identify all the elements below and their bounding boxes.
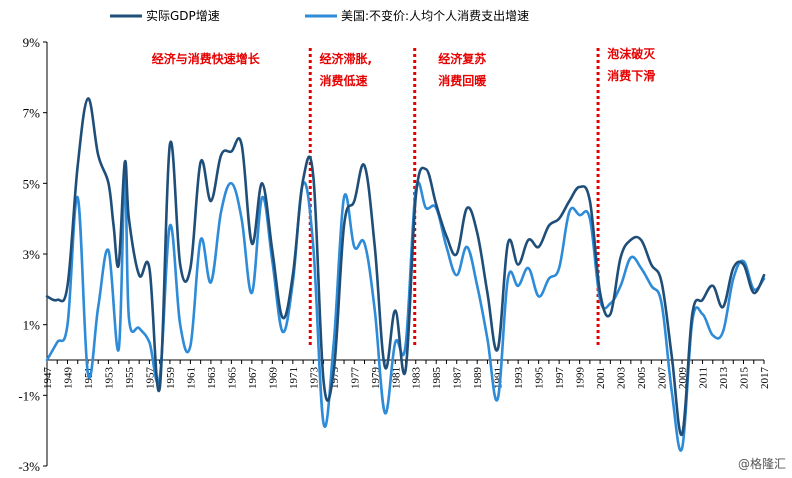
annotation-4: 泡沫破灭消费下滑 <box>607 46 656 83</box>
annotation-4-line-2: 消费下滑 <box>607 68 655 83</box>
x-tick-label-1987: 1987 <box>452 367 464 390</box>
x-tick-label-1989: 1989 <box>472 367 484 390</box>
reference-lines <box>308 48 600 347</box>
x-tick-label-1967: 1967 <box>247 367 259 390</box>
x-tick-label-1999: 1999 <box>575 367 587 390</box>
y-tick-label-7-: 7% <box>23 106 41 121</box>
x-tick-label-2005: 2005 <box>636 367 648 390</box>
x-tick-label-1983: 1983 <box>411 367 423 390</box>
annotation-2: 经济滞胀, 消费低速 <box>319 51 372 88</box>
watermark: @格隆汇 <box>738 456 786 471</box>
x-tick-label-1965: 1965 <box>226 367 238 390</box>
y-tick-label--3-: -3% <box>18 459 40 474</box>
x-tick-label-2003: 2003 <box>616 367 628 390</box>
y-tick-label-9-: 9% <box>23 35 41 50</box>
annotation-1-line-1: 经济与消费快速增长 <box>152 51 261 66</box>
x-tick-label-1971: 1971 <box>288 367 300 389</box>
legend-label-consumption: 美国:不变价:人均个人消费支出增速 <box>341 8 529 23</box>
x-tick-label-1947: 1947 <box>42 367 54 390</box>
x-tick-label-1961: 1961 <box>185 367 197 389</box>
x-tick-label-1969: 1969 <box>267 367 279 390</box>
annotation-1: 经济与消费快速增长 <box>152 51 261 66</box>
y-tick-label-1-: 1% <box>23 318 41 333</box>
x-tick-label-2013: 2013 <box>718 367 730 390</box>
x-tick-label-1949: 1949 <box>62 367 74 390</box>
x-tick-label-1959: 1959 <box>165 367 177 390</box>
x-tick-label-2017: 2017 <box>759 367 771 390</box>
x-tick-label-1981: 1981 <box>390 367 402 389</box>
x-tick-label-2001: 2001 <box>595 367 607 389</box>
annotation-3-line-2: 消费回暖 <box>438 73 487 88</box>
x-tick-label-1977: 1977 <box>349 367 361 390</box>
x-tick-label-1955: 1955 <box>124 367 136 390</box>
y-axis: 9% 7% 5% 3% 1% -1% -3% <box>18 35 48 474</box>
x-tick-label-2015: 2015 <box>739 367 751 390</box>
x-tick-label-1995: 1995 <box>534 367 546 390</box>
annotation-2-line-2: 消费低速 <box>319 73 367 88</box>
series-lines <box>45 97 766 452</box>
legend: 实际GDP增速 美国:不变价:人均个人消费支出增速 <box>110 8 529 23</box>
annotations: 经济与消费快速增长 经济滞胀, 消费低速 经济复苏消费回暖 泡沫破灭消费下滑 <box>152 46 657 88</box>
annotation-4-line-1: 泡沫破灭 <box>607 46 656 61</box>
x-tick-label-1985: 1985 <box>431 367 443 390</box>
legend-label-gdp: 实际GDP增速 <box>146 8 220 23</box>
x-tick-label-2011: 2011 <box>698 367 710 389</box>
x-tick-label-2007: 2007 <box>657 367 669 390</box>
series-line-gdp <box>45 97 766 436</box>
y-tick-label-5-: 5% <box>23 176 41 191</box>
x-tick-label-1953: 1953 <box>103 367 115 390</box>
x-tick-label-1963: 1963 <box>206 367 218 390</box>
y-tick-label--1-: -1% <box>18 388 40 403</box>
annotation-3: 经济复苏消费回暖 <box>438 51 487 88</box>
annotation-3-line-1: 经济复苏 <box>438 51 486 66</box>
annotation-2-line-1: 经济滞胀, <box>319 51 372 66</box>
series-line-consumption <box>45 174 766 452</box>
x-tick-label-1993: 1993 <box>513 367 525 390</box>
x-tick-label-1973: 1973 <box>308 367 320 390</box>
x-tick-label-1997: 1997 <box>554 367 566 390</box>
y-tick-label-3-: 3% <box>23 247 41 262</box>
